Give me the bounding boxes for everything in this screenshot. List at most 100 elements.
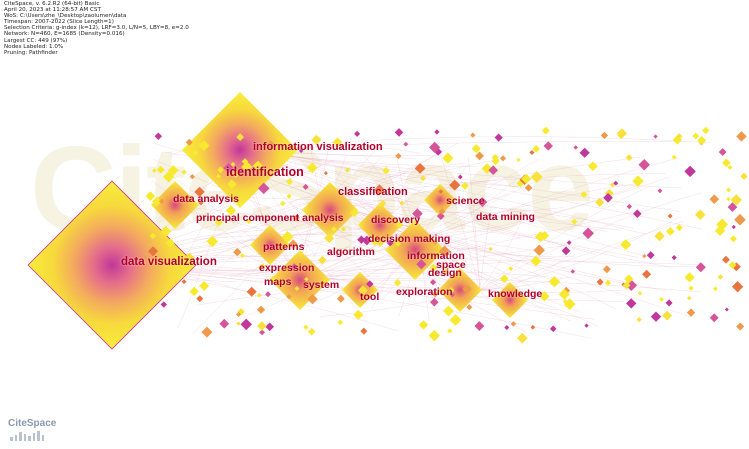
keyword-node[interactable] [241,161,253,173]
keyword-node[interactable] [256,305,266,314]
keyword-node[interactable] [734,213,746,226]
keyword-node[interactable] [185,138,193,146]
keyword-node[interactable] [736,322,745,331]
keyword-node[interactable] [240,318,253,331]
keyword-node[interactable] [726,196,731,202]
keyword-node[interactable] [393,279,402,287]
keyword-node[interactable] [624,274,634,284]
keyword-node[interactable] [217,166,224,174]
keyword-node[interactable] [160,225,172,237]
keyword-node[interactable] [516,157,521,163]
keyword-node[interactable] [304,277,309,282]
keyword-node[interactable] [521,173,532,184]
keyword-node[interactable] [286,193,292,199]
keyword-node[interactable] [449,179,461,191]
keyword-node[interactable] [508,266,514,272]
keyword-node[interactable] [201,326,213,338]
keyword-node[interactable] [671,154,677,160]
keyword-node[interactable] [626,298,637,309]
keyword-node[interactable] [286,294,292,300]
keyword-node[interactable] [366,280,374,288]
keyword-node[interactable] [163,171,175,183]
keyword-label[interactable]: tool [360,291,380,303]
keyword-label[interactable]: patterns [263,241,305,253]
keyword-node[interactable] [385,220,445,280]
keyword-node[interactable] [588,161,598,172]
keyword-node[interactable] [632,175,644,187]
keyword-node[interactable] [504,325,510,331]
keyword-node[interactable] [357,285,369,296]
keyword-node[interactable] [610,182,615,188]
keyword-node[interactable] [596,278,604,286]
keyword-node[interactable] [604,188,614,198]
keyword-node[interactable] [370,236,380,246]
keyword-node[interactable] [236,312,241,317]
keyword-node[interactable] [517,332,528,344]
keyword-node[interactable] [540,231,550,241]
keyword-node[interactable] [449,314,462,326]
keyword-node[interactable] [541,126,550,135]
keyword-node[interactable] [214,218,223,227]
keyword-node[interactable] [265,291,271,298]
keyword-node[interactable] [722,255,730,264]
keyword-label[interactable]: identification [226,165,304,179]
keyword-node[interactable] [603,192,613,203]
keyword-node[interactable] [189,173,195,180]
keyword-node[interactable] [361,235,372,246]
keyword-label[interactable]: knowledge [488,288,543,300]
keyword-node[interactable] [722,158,731,168]
keyword-node[interactable] [717,274,724,280]
keyword-node[interactable] [145,191,156,201]
keyword-node[interactable] [258,182,270,195]
keyword-node[interactable] [675,224,683,232]
keyword-node[interactable] [442,152,454,164]
keyword-node[interactable] [167,165,179,176]
keyword-label[interactable]: data visualization [121,256,217,268]
keyword-node[interactable] [414,162,426,174]
keyword-node[interactable] [181,279,187,285]
keyword-node[interactable] [429,141,441,154]
keyword-node[interactable] [302,182,358,238]
keyword-node[interactable] [336,294,345,303]
keyword-node[interactable] [616,128,628,139]
keyword-node[interactable] [318,255,327,265]
keyword-node[interactable] [714,225,726,236]
keyword-node[interactable] [694,209,706,221]
keyword-node[interactable] [709,194,720,204]
keyword-node[interactable] [731,281,744,293]
keyword-node[interactable] [529,150,535,156]
keyword-node[interactable] [230,161,236,167]
keyword-node[interactable] [665,227,675,236]
keyword-node[interactable] [642,254,647,259]
keyword-node[interactable] [562,299,568,304]
keyword-node[interactable] [646,251,655,260]
keyword-label[interactable]: information [407,250,465,262]
keyword-node[interactable] [654,230,665,242]
keyword-node[interactable] [622,281,631,290]
keyword-node[interactable] [667,213,673,219]
keyword-node[interactable] [181,169,187,175]
keyword-node[interactable] [182,92,298,208]
keyword-node[interactable] [499,274,509,284]
keyword-node[interactable] [580,191,588,198]
keyword-label[interactable]: data analysis [173,193,239,205]
keyword-node[interactable] [259,329,266,336]
keyword-node[interactable] [625,154,633,162]
keyword-node[interactable] [736,131,747,142]
keyword-node[interactable] [332,137,343,147]
keyword-node[interactable] [488,165,499,176]
keyword-node[interactable] [432,239,438,245]
keyword-node[interactable] [702,126,710,135]
keyword-node[interactable] [637,291,643,296]
keyword-node[interactable] [543,141,553,151]
keyword-node[interactable] [294,286,300,291]
keyword-node[interactable] [438,189,444,194]
keyword-node[interactable] [684,272,695,283]
keyword-node[interactable] [657,188,663,194]
keyword-node[interactable] [395,240,402,247]
keyword-node[interactable] [438,268,482,312]
keyword-node[interactable] [491,154,499,162]
keyword-node[interactable] [219,318,230,329]
keyword-node[interactable] [198,200,204,206]
keyword-node[interactable] [462,284,472,294]
